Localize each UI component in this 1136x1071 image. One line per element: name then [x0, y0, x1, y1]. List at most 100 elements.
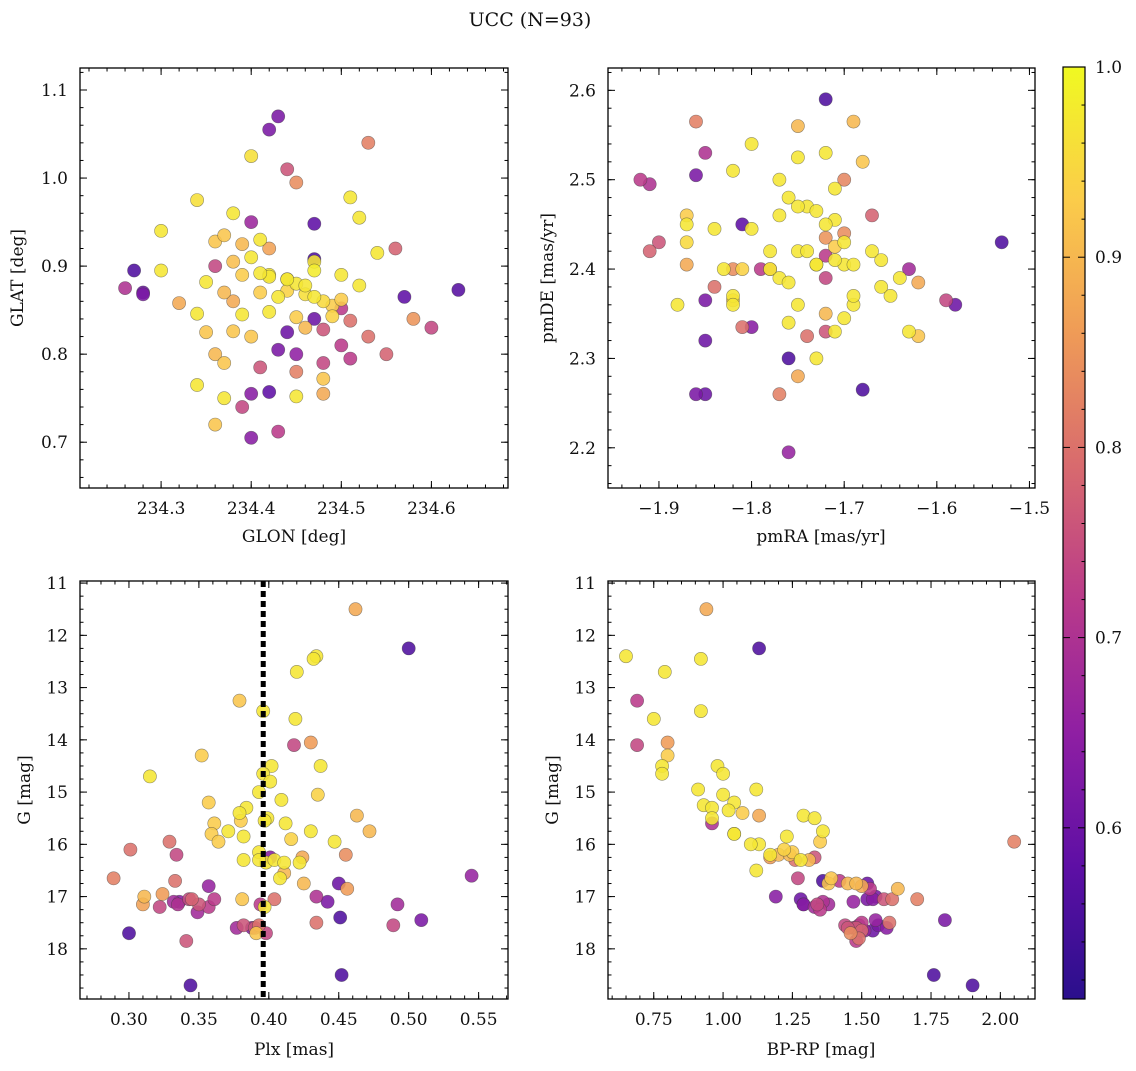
scatter-point	[837, 172, 852, 187]
scatter-point	[464, 868, 479, 883]
scatter-point	[882, 915, 897, 930]
x-axis-label: GLON [deg]	[242, 527, 346, 547]
scatter-point	[361, 135, 376, 150]
scatter-point	[316, 386, 331, 401]
scatter-point	[791, 150, 805, 165]
scatter-point	[127, 263, 142, 278]
scatter-point	[763, 244, 777, 259]
y-tick-label: 0.8	[41, 345, 68, 365]
scatter-point	[352, 278, 367, 293]
scatter-point	[362, 824, 377, 839]
y-tick-label: 2.6	[569, 81, 596, 101]
scatter-point	[155, 887, 170, 901]
scatter-point	[752, 641, 766, 656]
colorbar-tick-label: 0.9	[1095, 248, 1122, 268]
scatter-point	[800, 329, 814, 343]
y-tick-label: 0.7	[41, 433, 68, 453]
scatter-point	[874, 253, 889, 267]
scatter-point	[809, 257, 824, 272]
scatter-point	[221, 824, 236, 839]
scatter-point	[855, 382, 870, 397]
scatter-point	[735, 320, 750, 334]
axis-ticks: −1.9 −1.8 −1.7 −1.6 −1.5 2.2 2.3 2.4 2.5 2.6	[569, 68, 1050, 519]
scatter-point	[892, 271, 907, 285]
scatter-point	[226, 206, 241, 221]
scatter-point	[106, 871, 121, 886]
scatter-point	[296, 876, 311, 891]
scatter-point	[217, 356, 232, 370]
scatter-point	[232, 693, 247, 708]
scatter-point	[910, 892, 925, 907]
scatter-point	[208, 347, 223, 362]
scatter-point	[749, 782, 764, 797]
x-tick-label: 0.75	[635, 1010, 673, 1030]
scatter-point	[274, 793, 289, 807]
scatter-point	[716, 787, 730, 802]
scatter-point	[207, 892, 222, 907]
scatter-point	[939, 293, 953, 308]
scatter-point	[744, 137, 759, 151]
colorbar-tick-label: 0.7	[1095, 629, 1122, 649]
x-tick-label: 234.4	[227, 499, 276, 519]
scatter-point	[828, 181, 842, 196]
x-tick-label: 2.00	[981, 1010, 1019, 1030]
figure-title: UCC (N=93)	[469, 9, 592, 31]
scatter-points	[106, 602, 479, 993]
y-tick-label: 11	[574, 574, 596, 594]
scatter-point	[818, 92, 833, 107]
panel-glon-glat: 234.3 234.4 234.5 234.6 0.7 0.8 0.9 1.0 1.1 GLON…	[8, 67, 509, 547]
scatter-point	[289, 175, 304, 190]
scatter-point	[965, 978, 980, 993]
x-tick-label: −1.9	[638, 499, 679, 519]
scatter-point	[262, 241, 277, 256]
scatter-point	[679, 257, 694, 272]
scatter-point	[154, 223, 168, 238]
scatter-point	[716, 766, 730, 781]
scatter-point	[244, 215, 259, 229]
y-tick-label: 17	[46, 888, 68, 908]
scatter-point	[809, 351, 824, 366]
scatter-point	[309, 889, 324, 904]
y-tick-label: 2.3	[569, 349, 596, 369]
scatter-point	[679, 235, 694, 250]
scatter-point	[705, 811, 719, 826]
x-tick-label: −1.6	[916, 499, 957, 519]
scatter-point	[352, 210, 367, 225]
scatter-point	[310, 787, 325, 802]
scatter-point	[744, 221, 759, 236]
scatter-point	[235, 307, 250, 322]
scatter-point	[169, 847, 184, 862]
y-tick-label: 16	[46, 835, 68, 855]
x-tick-label: 234.3	[137, 499, 186, 519]
scatter-point	[179, 934, 194, 948]
y-tick-label: 1.1	[41, 81, 68, 101]
scatter-point	[334, 267, 349, 282]
scatter-point	[837, 311, 852, 326]
axis-ticks: 234.3 234.4 234.5 234.6 0.7 0.8 0.9 1.0 1.1	[41, 68, 508, 519]
y-tick-label: 12	[574, 626, 596, 646]
scatter-point	[781, 351, 796, 366]
scatter-point	[809, 204, 824, 218]
scatter-point	[781, 445, 796, 460]
scatter-point	[199, 275, 213, 289]
scatter-point	[184, 892, 199, 907]
scatter-point	[388, 241, 403, 256]
y-axis-label: G [mag]	[15, 755, 35, 824]
scatter-point	[316, 356, 331, 370]
scatter-point	[846, 257, 861, 272]
scatter-point	[727, 827, 742, 841]
scatter-point	[818, 145, 833, 160]
scatter-point	[327, 834, 342, 849]
scatter-point	[226, 294, 241, 309]
scatter-point	[818, 217, 833, 232]
scatter-point	[298, 278, 313, 293]
scatter-point	[340, 881, 355, 896]
scatter-point	[253, 360, 268, 375]
scatter-point	[874, 279, 889, 294]
scatter-point	[379, 347, 394, 362]
x-tick-label: −1.5	[1009, 499, 1050, 519]
scatter-point	[633, 172, 648, 187]
scatter-point	[816, 824, 830, 839]
x-tick-label: 1.25	[773, 1010, 811, 1030]
scatter-point	[361, 329, 376, 344]
